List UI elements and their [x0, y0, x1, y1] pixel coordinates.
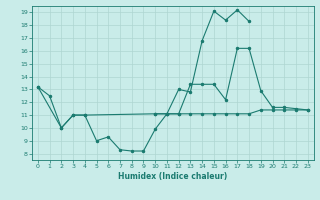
- X-axis label: Humidex (Indice chaleur): Humidex (Indice chaleur): [118, 172, 228, 181]
